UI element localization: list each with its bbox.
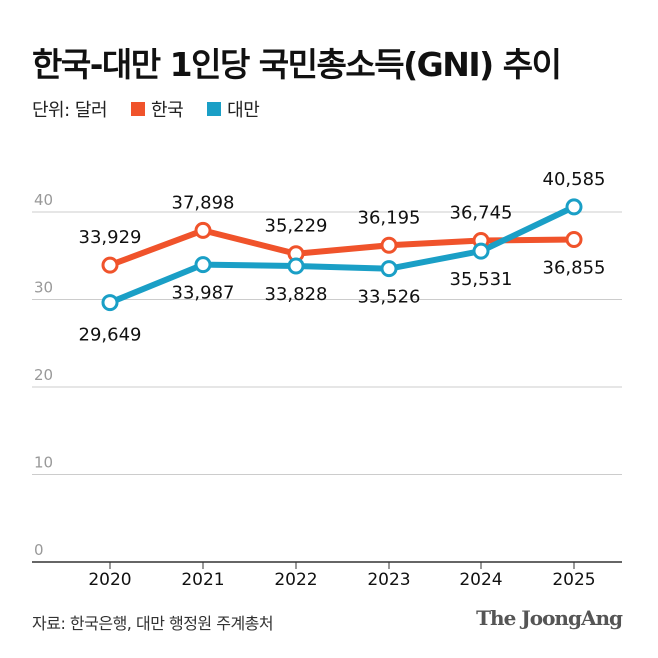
data-point — [472, 242, 490, 260]
data-label: 40,585 — [543, 169, 606, 190]
data-label: 37,898 — [172, 192, 235, 213]
x-tick-label: 2025 — [552, 570, 595, 590]
x-tick-label: 2021 — [181, 570, 224, 590]
data-point — [287, 257, 305, 275]
data-label: 35,531 — [450, 269, 513, 290]
y-tick-label: 10 — [34, 454, 53, 472]
series-line-korea — [108, 227, 575, 268]
legend-label-korea: 한국 — [151, 100, 184, 121]
series-line-taiwan — [108, 204, 576, 306]
x-tick-label: 2024 — [459, 570, 502, 590]
y-tick-label: 40 — [34, 191, 53, 209]
data-label: 36,745 — [450, 202, 513, 223]
data-label: 33,526 — [358, 287, 421, 308]
x-tick-label: 2023 — [367, 570, 410, 590]
data-point — [380, 236, 398, 254]
data-label: 35,229 — [265, 216, 328, 237]
x-tick-label: 2020 — [88, 570, 131, 590]
publisher-logo: The JoongAng — [476, 606, 623, 630]
data-point — [565, 231, 583, 249]
y-tick-label: 30 — [34, 279, 53, 297]
data-point — [194, 256, 212, 274]
data-label: 36,195 — [358, 207, 421, 228]
data-label: 29,649 — [79, 325, 142, 346]
data-point — [565, 198, 583, 216]
data-point — [194, 221, 212, 239]
y-tick-label: 0 — [34, 541, 44, 559]
chart-title: 한국-대만 1인당 국민총소득(GNI) 추이 — [32, 45, 562, 84]
data-point — [380, 260, 398, 278]
data-label: 33,929 — [79, 227, 142, 248]
y-tick-label: 20 — [34, 366, 53, 384]
source-note: 자료: 한국은행, 대만 행정원 주계총처 — [32, 614, 274, 633]
data-label: 33,987 — [172, 283, 235, 304]
data-point — [101, 294, 119, 312]
data-label: 36,855 — [543, 258, 606, 279]
data-label: 33,828 — [265, 284, 328, 305]
data-point — [101, 256, 119, 274]
x-tick-label: 2022 — [274, 570, 317, 590]
legend-label-taiwan: 대만 — [227, 100, 260, 121]
legend-swatch-korea — [131, 102, 146, 116]
unit-label: 단위: 달러 — [32, 100, 108, 121]
legend: 단위: 달러 한국 대만 — [32, 96, 260, 122]
legend-swatch-taiwan — [207, 102, 222, 116]
